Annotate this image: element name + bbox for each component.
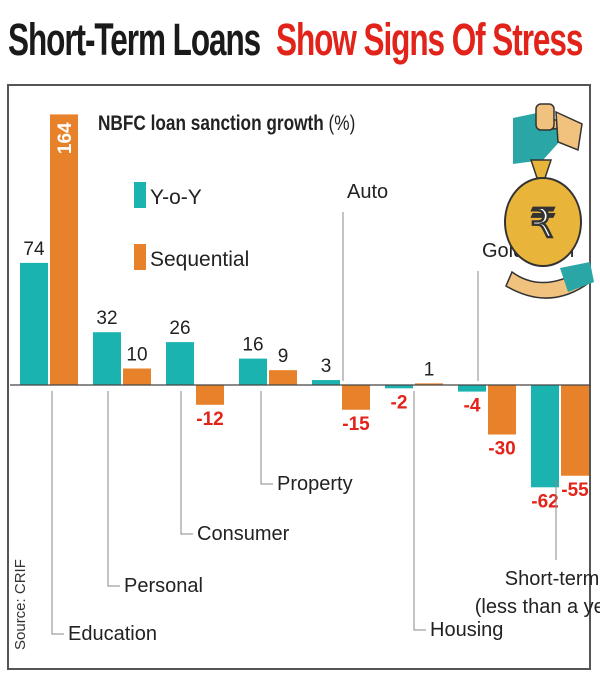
category-label-4: Auto — [347, 181, 388, 203]
bar-sequential-5 — [415, 383, 443, 385]
value-label-1-1: 10 — [126, 345, 147, 366]
bar-y-o-y-0 — [20, 262, 48, 385]
svg-text:₹: ₹ — [530, 202, 555, 246]
category-label-5: Housing — [430, 619, 503, 641]
chart-title: NBFC loan sanction growth (%) — [98, 112, 355, 136]
leader-line-0 — [51, 391, 64, 635]
value-label-2-1: -12 — [196, 409, 223, 430]
money-bag-hands-icon: ₹ — [504, 103, 594, 299]
chart-panel — [7, 84, 591, 670]
bar-sequential-0 — [50, 114, 78, 386]
chart-title-unit: (%) — [328, 112, 356, 135]
value-label-7-0: -62 — [531, 491, 558, 512]
value-label-0-1: 164 — [55, 122, 76, 154]
value-label-7-1: -55 — [561, 480, 589, 501]
value-label-0-0: 74 — [23, 239, 45, 260]
value-label-5-1: 1 — [424, 359, 435, 380]
bar-sequential-3 — [269, 370, 297, 385]
legend-label-1: Sequential — [150, 248, 249, 271]
value-label-2-0: 26 — [169, 318, 190, 339]
bar-y-o-y-4 — [312, 380, 340, 385]
bar-y-o-y-5 — [385, 385, 413, 389]
chart-title-text: NBFC loan sanction growth — [98, 112, 324, 135]
value-labels: 74 164 32 10 26 -12 16 9 3 -15 -2 1 -4 -30 -62-55 — [23, 122, 589, 512]
bar-sequential-4 — [342, 385, 370, 410]
value-label-3-1: 9 — [278, 346, 289, 367]
category-label-0: Education — [68, 623, 157, 645]
bar-y-o-y-3 — [239, 358, 267, 385]
bar-y-o-y-1 — [93, 332, 121, 385]
value-label-3-0: 16 — [242, 335, 263, 356]
value-label-4-0: 3 — [321, 356, 332, 377]
headline: Short-Term Loans Show Signs Of Stress — [0, 0, 600, 82]
category-label-2: Consumer — [197, 523, 290, 545]
category-label-1: Personal — [124, 575, 203, 597]
leader-line-2 — [180, 391, 193, 535]
bar-sequential-1 — [123, 368, 151, 385]
legend: Y-o-Y Sequential — [134, 182, 249, 271]
leader-line-5 — [413, 391, 426, 631]
category-label-7-line-1: (less than a year) — [475, 596, 600, 618]
category-label-7-line-0: Short-term — [505, 568, 599, 590]
headline-part-black: Short-Term Loans — [8, 14, 261, 65]
category-labels: Education Personal Consumer Property Auto Hou… — [68, 181, 600, 645]
headline-part-red: Show Signs Of Stress — [276, 14, 583, 65]
legend-swatch-0 — [134, 182, 146, 208]
bar-y-o-y-6 — [458, 385, 486, 392]
legend-label-0: Y-o-Y — [150, 186, 202, 209]
value-label-5-0: -2 — [391, 392, 408, 413]
bars — [20, 114, 589, 488]
leader-line-3 — [260, 391, 273, 485]
legend-swatch-1 — [134, 244, 146, 270]
value-label-6-0: -4 — [464, 396, 481, 417]
bar-y-o-y-7 — [531, 385, 559, 488]
bar-sequential-6 — [488, 385, 516, 435]
value-label-4-1: -15 — [342, 414, 370, 435]
bar-sequential-2 — [196, 385, 224, 405]
leader-line-1 — [107, 391, 120, 587]
bar-y-o-y-2 — [166, 342, 194, 385]
bar-sequential-7 — [561, 385, 589, 476]
category-label-3: Property — [277, 473, 353, 495]
category-leaders — [51, 212, 557, 635]
value-label-1-0: 32 — [96, 308, 117, 329]
value-label-6-1: -30 — [488, 439, 515, 460]
